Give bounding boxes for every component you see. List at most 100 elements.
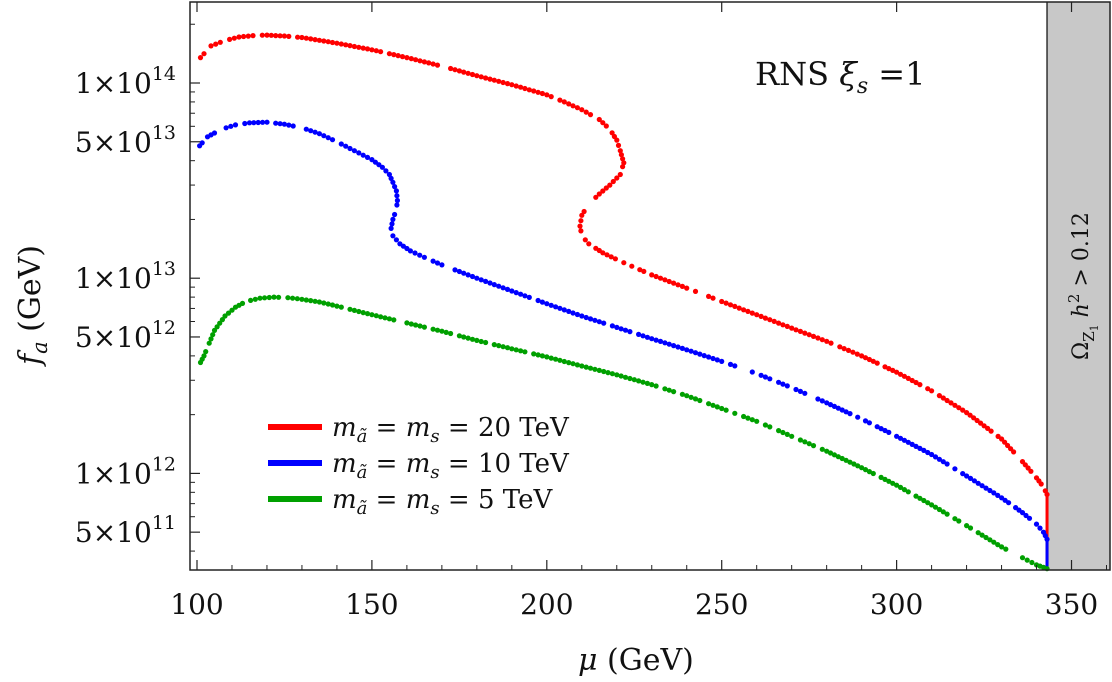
data-point bbox=[780, 322, 786, 328]
data-point bbox=[394, 197, 400, 204]
data-point bbox=[925, 449, 931, 456]
data-point bbox=[351, 148, 357, 154]
data-point bbox=[391, 317, 397, 323]
data-point bbox=[894, 482, 900, 488]
data-point bbox=[561, 307, 567, 313]
annotation-symbol: ξ bbox=[839, 55, 858, 93]
data-point bbox=[223, 125, 229, 131]
data-point bbox=[312, 298, 318, 304]
data-point bbox=[1026, 515, 1033, 521]
data-point bbox=[679, 391, 686, 397]
data-point bbox=[579, 363, 585, 369]
data-point bbox=[587, 316, 594, 322]
data-point bbox=[988, 428, 994, 434]
data-point bbox=[596, 191, 602, 197]
data-point bbox=[637, 267, 643, 273]
data-point bbox=[276, 294, 282, 300]
data-point bbox=[583, 364, 589, 370]
data-point bbox=[866, 356, 873, 363]
x-axis-label: μ (GeV) bbox=[578, 643, 694, 678]
excluded-band-layer bbox=[1046, 2, 1110, 570]
data-point bbox=[478, 74, 484, 80]
data-point bbox=[1023, 512, 1029, 519]
series-0 bbox=[197, 32, 1050, 570]
data-point bbox=[383, 168, 389, 174]
data-point bbox=[727, 361, 734, 367]
data-point bbox=[404, 320, 410, 326]
data-point bbox=[999, 544, 1005, 550]
data-point bbox=[913, 493, 919, 499]
data-point bbox=[439, 262, 445, 268]
data-point bbox=[582, 237, 588, 243]
data-point bbox=[388, 175, 394, 181]
data-point bbox=[260, 119, 266, 125]
data-point bbox=[509, 82, 515, 88]
data-point bbox=[855, 463, 861, 469]
series-layer bbox=[197, 32, 1050, 572]
data-point bbox=[417, 323, 423, 329]
data-point bbox=[303, 297, 309, 303]
data-point bbox=[518, 348, 524, 354]
data-point bbox=[386, 316, 392, 322]
data-point bbox=[897, 484, 904, 490]
data-point bbox=[653, 383, 659, 389]
data-point bbox=[513, 347, 519, 353]
data-point bbox=[325, 135, 331, 141]
data-point bbox=[793, 327, 799, 333]
x-tick-label: 200 bbox=[520, 588, 573, 621]
data-point bbox=[522, 293, 528, 299]
data-point bbox=[214, 324, 220, 330]
data-point bbox=[688, 394, 694, 400]
data-point bbox=[408, 56, 414, 62]
data-point bbox=[312, 129, 318, 135]
data-point bbox=[870, 470, 876, 477]
data-point bbox=[500, 79, 506, 86]
data-point bbox=[587, 112, 594, 118]
data-point bbox=[539, 353, 546, 359]
data-point bbox=[609, 323, 616, 329]
data-point bbox=[544, 354, 550, 360]
data-point bbox=[925, 386, 931, 392]
data-point bbox=[824, 338, 830, 344]
data-point bbox=[1019, 555, 1026, 561]
data-point bbox=[294, 296, 300, 302]
data-point bbox=[308, 298, 314, 304]
data-point bbox=[526, 87, 532, 93]
data-point bbox=[561, 358, 567, 365]
x-tick-label: 350 bbox=[1045, 588, 1098, 621]
data-point bbox=[971, 415, 977, 421]
data-point bbox=[281, 33, 287, 39]
data-point bbox=[776, 428, 782, 434]
data-point bbox=[1019, 509, 1026, 516]
data-point bbox=[862, 355, 869, 361]
data-point bbox=[710, 402, 716, 408]
data-point bbox=[496, 78, 502, 84]
data-point bbox=[921, 447, 927, 453]
data-point bbox=[211, 130, 218, 136]
data-point bbox=[662, 386, 668, 392]
data-point bbox=[964, 523, 970, 529]
data-point bbox=[767, 317, 773, 323]
data-point bbox=[392, 211, 398, 218]
data-point bbox=[932, 454, 939, 460]
data-point bbox=[839, 455, 845, 462]
data-point bbox=[944, 461, 950, 467]
data-point bbox=[393, 237, 399, 243]
data-point bbox=[627, 375, 633, 382]
data-point bbox=[248, 297, 254, 303]
data-point bbox=[679, 283, 686, 289]
data-point bbox=[299, 296, 305, 302]
data-point bbox=[321, 38, 327, 44]
data-point bbox=[688, 348, 694, 354]
data-point bbox=[469, 71, 476, 78]
data-point bbox=[364, 46, 371, 52]
data-point bbox=[956, 405, 962, 411]
data-point bbox=[217, 39, 223, 45]
data-point bbox=[600, 120, 606, 126]
data-point bbox=[732, 410, 738, 416]
x-tick-label: 150 bbox=[345, 588, 398, 621]
data-point bbox=[631, 377, 637, 383]
data-point bbox=[399, 54, 406, 60]
y-tick-label: 5×1013 bbox=[75, 122, 176, 159]
data-point bbox=[448, 330, 454, 337]
